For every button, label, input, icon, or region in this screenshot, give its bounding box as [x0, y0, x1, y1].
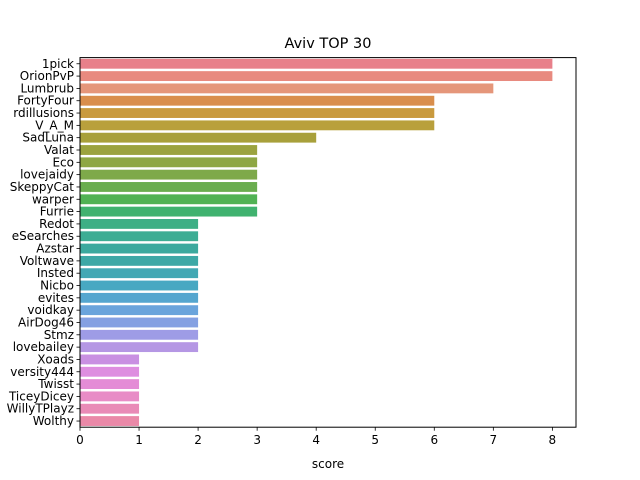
bar: [80, 391, 140, 402]
y-tick-label: OrionPvP: [20, 69, 74, 83]
bar: [80, 292, 199, 303]
chart-title: Aviv TOP 30: [285, 36, 372, 52]
x-tick-label: 2: [194, 433, 202, 447]
y-tick-label: Nicbo: [40, 279, 74, 293]
bar: [80, 169, 258, 180]
y-tick-group: 1pickOrionPvPLumbrubFortyFourrdillusions…: [7, 57, 80, 428]
bar: [80, 218, 199, 229]
y-tick-label: lovejaidy: [20, 168, 74, 182]
axes-frame: [79, 57, 577, 428]
bar: [80, 120, 435, 131]
x-axis-label: score: [312, 457, 344, 471]
bar: [80, 329, 199, 340]
y-tick-label: Eco: [52, 155, 74, 169]
y-tick-label: Insted: [37, 266, 74, 280]
bar: [80, 157, 258, 168]
bar: [80, 132, 317, 143]
y-tick-label: AirDog46: [18, 315, 74, 329]
bars-group: [80, 58, 553, 426]
bar: [80, 58, 553, 69]
y-tick-label: evites: [38, 291, 74, 305]
x-tick-label: 6: [430, 433, 438, 447]
bar: [80, 206, 258, 217]
bar: [80, 71, 553, 82]
y-tick-label: 1pick: [42, 57, 74, 71]
bar: [80, 280, 199, 291]
bar: [80, 182, 258, 192]
y-tick-label: Voltwave: [20, 254, 74, 268]
bar: [80, 354, 140, 365]
bar: [80, 403, 140, 414]
y-tick-label: FortyFour: [17, 94, 74, 108]
y-tick-label: WillyTPlayz: [7, 402, 74, 416]
bar: [80, 231, 199, 242]
y-tick-label: Valat: [44, 143, 74, 157]
bar: [80, 108, 435, 118]
y-tick-label: Redot: [39, 217, 74, 231]
y-tick-label: lovebailey: [13, 340, 74, 354]
bar: [80, 95, 435, 106]
y-tick-label: versity444: [10, 365, 74, 379]
bar: [80, 366, 140, 377]
bar: [80, 379, 140, 390]
x-tick-label: 0: [76, 433, 84, 447]
y-tick-label: Twisst: [37, 377, 74, 391]
x-tick-label: 3: [253, 433, 261, 447]
y-tick-label: Azstar: [36, 242, 74, 256]
bar: [80, 317, 199, 328]
y-tick-label: warper: [32, 192, 74, 206]
y-tick-label: voidkay: [27, 303, 74, 317]
bar: [80, 194, 258, 205]
y-tick-label: Wolthy: [33, 414, 74, 428]
y-tick-label: Lumbrub: [20, 81, 74, 95]
bar: [80, 342, 199, 353]
x-tick-label: 4: [312, 433, 320, 447]
y-tick-label: Stmz: [44, 328, 74, 342]
bar: [80, 268, 199, 279]
x-tick-label: 1: [135, 433, 143, 447]
bar: [80, 145, 258, 155]
x-tick-label: 7: [490, 433, 498, 447]
x-tick-label: 5: [371, 433, 379, 447]
bar: [80, 83, 494, 94]
bar: [80, 305, 199, 316]
y-tick-label: SadLuna: [22, 131, 74, 145]
x-tick-group: 0 1 2 3 4 5 6 7 8: [76, 427, 556, 447]
y-tick-label: rdillusions: [13, 106, 74, 120]
y-tick-label: eSearches: [12, 229, 74, 243]
y-tick-label: SkeppyCat: [10, 180, 75, 194]
bar: [80, 243, 199, 254]
y-tick-label: TiceyDicey: [8, 389, 74, 403]
y-tick-label: Xoads: [37, 352, 74, 366]
bar: [80, 255, 199, 266]
x-tick-label: 8: [549, 433, 557, 447]
y-tick-label: Furrie: [40, 205, 74, 219]
y-tick-label: V_A_M: [35, 118, 74, 132]
bar: [80, 416, 140, 426]
